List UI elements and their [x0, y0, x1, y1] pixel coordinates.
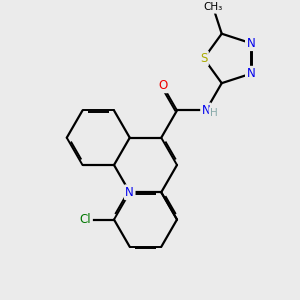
- Text: N: N: [125, 186, 134, 199]
- Text: CH₃: CH₃: [203, 2, 223, 12]
- Text: O: O: [158, 79, 167, 92]
- Text: N: N: [202, 104, 210, 117]
- Text: N: N: [246, 67, 255, 80]
- Text: N: N: [246, 37, 255, 50]
- Text: S: S: [200, 52, 208, 65]
- Text: H: H: [210, 108, 218, 118]
- Text: Cl: Cl: [80, 213, 92, 226]
